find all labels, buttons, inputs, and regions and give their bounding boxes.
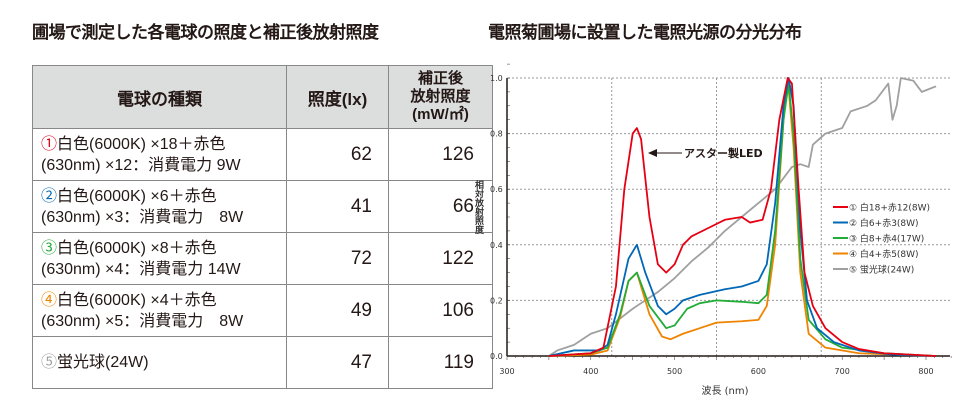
x-axis-label: 波長 (nm) [701, 384, 748, 397]
irradiance-cell: 122 [388, 232, 493, 285]
lux-cell: 47 [286, 336, 389, 389]
lux-cell: 49 [286, 284, 389, 337]
irradiance-cell: 66 [388, 180, 493, 233]
bulb-desc-2: (630nm) ×3：消費電力 8W [41, 208, 244, 226]
y-tick-label: 0.2 [490, 296, 503, 305]
x-tick-label: 500 [667, 367, 682, 376]
legend-entry: ③ 白8+赤4(17W) [849, 233, 924, 245]
table-header: 電球の種類 照度(lx) 補正後 放射照度 (mW/㎡) [32, 65, 493, 129]
table-row: ④白色(6000K) ×4＋赤色 (630nm) ×5：消費電力 8W 49 10… [32, 284, 493, 337]
bulb-type-cell: ①白色(6000K) ×18＋赤色 (630nm) ×12：消費電力 9W [32, 128, 287, 181]
y-tick-label: 0.0 [490, 352, 503, 361]
bulb-desc-1: 白色(6000K) ×8＋赤色 [57, 239, 217, 257]
bulb-type-cell: ②白色(6000K) ×6＋赤色 (630nm) ×3：消費電力 8W [32, 180, 287, 233]
header-line: 補正後 [417, 70, 463, 87]
x-tick-label: 400 [583, 367, 598, 376]
y-tick-label: 1.0 [490, 74, 503, 83]
header-line: (mW/㎡) [412, 106, 469, 123]
table-title: 圃場で測定した各電球の照度と補正後放射照度 [32, 23, 379, 43]
header-bulb-type: 電球の種類 [32, 65, 287, 129]
table-row: ③白色(6000K) ×8＋赤色 (630nm) ×4：消費電力 14W 72 1… [32, 232, 493, 285]
x-tick-label: 300 [499, 367, 514, 376]
bulb-desc-1: 白色(6000K) ×18＋赤色 [57, 135, 226, 153]
x-tick-label: 700 [835, 367, 850, 376]
table-row: ⑤蛍光球(24W) 47 119 [32, 336, 493, 389]
irradiance-cell: 126 [388, 128, 493, 181]
bulb-desc-2: (630nm) ×12：消費電力 9W [41, 156, 241, 174]
y-tick-label: 0.6 [490, 185, 503, 194]
bulb-type-cell: ④白色(6000K) ×4＋赤色 (630nm) ×5：消費電力 8W [32, 284, 287, 337]
spectral-chart: 0.0 0.2 0.4 0.6 0.8 1.0 300 400 500 600 700 800 波長 (… [473, 63, 952, 397]
legend-entry: ② 白6+赤3(8W) [849, 217, 919, 229]
chart-title: 電照菊圃場に設置した電照光源の分光分布 [488, 23, 802, 43]
irradiance-cell: 119 [388, 336, 493, 389]
row-number: ④ [41, 291, 58, 309]
series-line-1 [548, 77, 937, 357]
row-number: ② [41, 187, 58, 205]
lux-cell: 72 [286, 232, 389, 285]
legend-entry: ⑤ 蛍光球(24W) [849, 264, 914, 276]
header-irradiance: 補正後 放射照度 (mW/㎡) [388, 65, 493, 129]
bulb-desc-2: (630nm) ×5：消費電力 8W [41, 312, 244, 330]
series-line-3 [548, 82, 937, 357]
row-number: ③ [41, 239, 58, 257]
table-row: ①白色(6000K) ×18＋赤色 (630nm) ×12：消費電力 9W 62 … [32, 128, 493, 181]
irradiance-cell: 106 [388, 284, 493, 337]
bulb-type-cell: ⑤蛍光球(24W) [32, 336, 287, 389]
x-tick-label: 800 [918, 367, 933, 376]
legend-entry: ④ 白4+赤5(8W) [849, 248, 919, 260]
y-axis-label: 相対放射照度 [473, 179, 485, 235]
arrow-head-icon [648, 149, 657, 157]
header-line: 放射照度 [410, 88, 471, 105]
bulb-desc-2: (630nm) ×4：消費電力 14W [41, 260, 241, 278]
legend-entry: ① 白18+赤12(8W) [849, 202, 930, 214]
annotation-label: アスター製LED [684, 146, 763, 160]
bulb-desc-1: 白色(6000K) ×6＋赤色 [57, 187, 217, 205]
row-number: ⑤ [41, 354, 58, 371]
y-tick-label: 0.4 [490, 241, 503, 250]
x-tick-label: 600 [751, 367, 766, 376]
y-tick-label: 0.8 [490, 130, 503, 139]
illuminance-table: 電球の種類 照度(lx) 補正後 放射照度 (mW/㎡) ①白色(6000K) ×1… [32, 65, 493, 389]
series-line-2 [548, 77, 937, 357]
lux-cell: 41 [286, 180, 389, 233]
bulb-desc-1: 蛍光球(24W) [57, 354, 149, 371]
row-number: ① [41, 135, 58, 153]
lux-cell: 62 [286, 128, 389, 181]
bulb-type-cell: ③白色(6000K) ×8＋赤色 (630nm) ×4：消費電力 14W [32, 232, 287, 285]
header-lux: 照度(lx) [286, 65, 389, 129]
bulb-desc-1: 白色(6000K) ×4＋赤色 [57, 291, 217, 309]
table-row: ②白色(6000K) ×6＋赤色 (630nm) ×3：消費電力 8W 41 66 [32, 180, 493, 233]
